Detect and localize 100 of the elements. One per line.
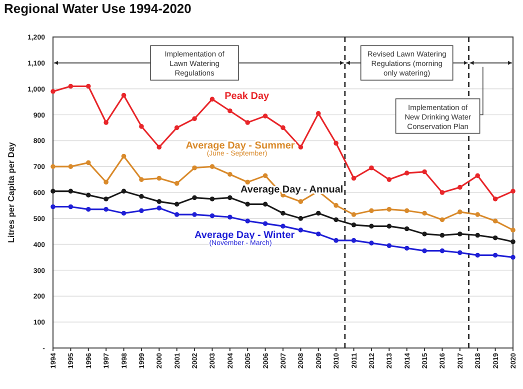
point [210, 196, 215, 202]
point [139, 208, 144, 214]
point [316, 111, 321, 116]
point [50, 204, 56, 210]
point [228, 195, 232, 200]
point [174, 181, 180, 186]
point [245, 218, 250, 224]
point [475, 252, 480, 258]
point [422, 232, 427, 236]
point [121, 154, 126, 159]
point [440, 217, 445, 222]
point [334, 217, 338, 222]
point [262, 173, 268, 178]
point [86, 192, 91, 198]
point [68, 164, 74, 169]
point [121, 92, 126, 98]
point [245, 120, 250, 125]
series-label: Average Day - Winter [194, 230, 295, 241]
point [298, 228, 304, 232]
point [440, 232, 445, 238]
point [369, 224, 374, 229]
point [121, 210, 126, 216]
point [316, 210, 321, 216]
point [245, 180, 250, 185]
point [510, 254, 516, 260]
point [210, 213, 215, 218]
point [369, 208, 374, 214]
point [192, 195, 197, 200]
point [50, 188, 56, 194]
point [262, 221, 268, 226]
point [68, 84, 74, 89]
point [510, 239, 516, 244]
point [121, 188, 126, 194]
point [404, 208, 410, 214]
point [386, 243, 392, 248]
point [156, 206, 162, 210]
point [351, 176, 356, 181]
point [492, 252, 498, 258]
series-label: Average Day - Annual [240, 184, 344, 196]
point [104, 180, 108, 185]
point [298, 144, 304, 150]
point [492, 235, 498, 240]
point [192, 212, 197, 217]
point [334, 140, 338, 146]
point [386, 224, 392, 229]
point [422, 248, 427, 254]
point [262, 202, 268, 207]
point [316, 232, 321, 236]
point [440, 190, 445, 195]
point [156, 199, 162, 204]
point [280, 224, 286, 229]
point [104, 196, 108, 202]
point [174, 125, 180, 130]
point [50, 89, 56, 94]
point [228, 108, 232, 114]
point [404, 170, 410, 176]
point [404, 246, 410, 251]
point [192, 116, 197, 122]
point [174, 212, 180, 217]
point [369, 165, 374, 170]
point [298, 199, 304, 204]
point [386, 206, 392, 212]
point [210, 164, 215, 169]
point [245, 202, 250, 207]
point [228, 172, 232, 177]
point [280, 210, 286, 216]
point [262, 114, 268, 118]
y-axis-title: Litres per Capita per Day [6, 142, 16, 243]
point [369, 240, 374, 246]
point [422, 210, 427, 216]
point [68, 204, 74, 210]
point [156, 144, 162, 150]
point [104, 206, 108, 212]
chart-title: Regional Water Use 1994-2020 [4, 1, 192, 16]
point [386, 177, 392, 182]
point [351, 222, 356, 228]
point [86, 84, 91, 89]
point [510, 188, 516, 194]
point [458, 232, 462, 236]
point [334, 203, 338, 208]
point [492, 218, 498, 224]
point [440, 248, 445, 254]
point [280, 125, 286, 130]
point [404, 226, 410, 232]
point [104, 120, 108, 125]
series-label: Peak Day [224, 91, 270, 102]
point [475, 232, 480, 238]
series-label: Average Day - Summer [186, 140, 295, 152]
point [475, 173, 480, 178]
point [139, 124, 144, 129]
point [422, 169, 427, 174]
point [139, 194, 144, 199]
point [174, 202, 180, 207]
point [68, 188, 74, 194]
point [156, 176, 162, 181]
point [351, 238, 356, 243]
point [458, 210, 462, 214]
point [139, 177, 144, 182]
point [192, 165, 197, 170]
point [458, 250, 462, 256]
